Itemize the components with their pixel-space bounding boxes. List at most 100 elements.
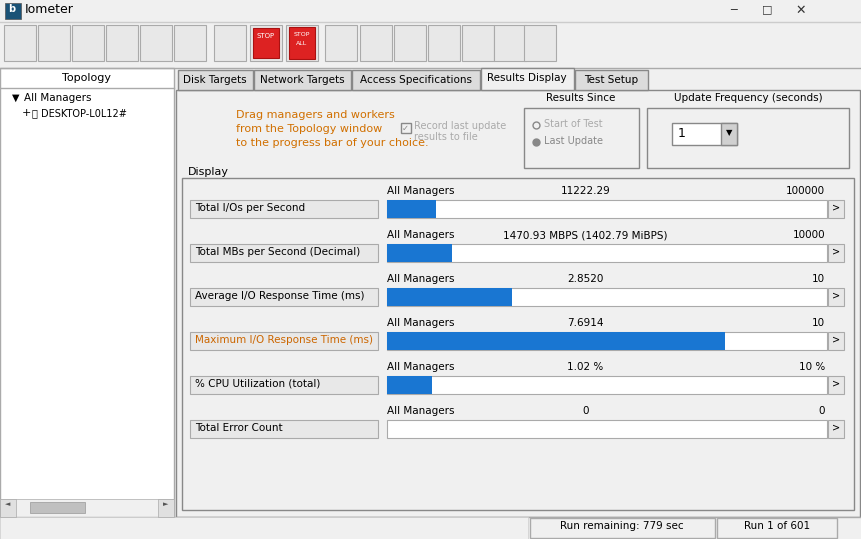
Text: to the progress bar of your choice.: to the progress bar of your choice. <box>236 138 429 148</box>
Text: Run remaining: 779 sec: Run remaining: 779 sec <box>561 521 684 531</box>
Text: Results Since: Results Since <box>547 93 616 103</box>
Text: Total I/Os per Second: Total I/Os per Second <box>195 203 305 213</box>
Bar <box>387 244 452 262</box>
Bar <box>0 517 528 539</box>
Text: +: + <box>22 108 31 118</box>
Bar <box>158 499 174 517</box>
Text: >: > <box>832 423 840 433</box>
Text: 10 %: 10 % <box>799 362 825 372</box>
Text: STOP: STOP <box>294 32 310 37</box>
Bar <box>717 518 837 538</box>
Text: 1.02 %: 1.02 % <box>567 362 604 372</box>
Bar <box>828 420 844 438</box>
Bar <box>140 25 172 61</box>
Text: ▼: ▼ <box>12 93 20 103</box>
Text: 1470.93 MBPS (1402.79 MiBPS): 1470.93 MBPS (1402.79 MiBPS) <box>503 230 667 240</box>
Bar <box>647 108 849 168</box>
Text: >: > <box>832 335 840 345</box>
Bar <box>176 90 860 517</box>
Text: Access Specifications: Access Specifications <box>360 75 472 85</box>
Bar <box>4 25 36 61</box>
Text: Start of Test: Start of Test <box>544 119 603 129</box>
Bar <box>387 332 827 350</box>
Bar <box>250 25 282 61</box>
Text: ▼: ▼ <box>726 128 732 137</box>
Text: 1: 1 <box>678 127 686 140</box>
Text: □: □ <box>762 4 772 14</box>
Bar <box>721 123 737 145</box>
Text: >: > <box>832 379 840 389</box>
Bar <box>253 28 279 58</box>
Bar <box>360 25 392 61</box>
Text: Last Update: Last Update <box>544 136 603 146</box>
Text: Test Setup: Test Setup <box>584 75 638 85</box>
Text: 10: 10 <box>812 274 825 284</box>
Bar <box>0 0 861 22</box>
Text: >: > <box>832 291 840 301</box>
Text: 10: 10 <box>812 318 825 328</box>
Bar <box>0 499 16 517</box>
Text: Display: Display <box>188 167 229 177</box>
Bar <box>828 244 844 262</box>
Text: Disk Targets: Disk Targets <box>183 75 247 85</box>
Text: Average I/O Response Time (ms): Average I/O Response Time (ms) <box>195 291 364 301</box>
Bar <box>462 25 494 61</box>
Bar <box>387 244 827 262</box>
Bar <box>387 420 827 438</box>
Bar <box>0 22 861 68</box>
Text: Run 1 of 601: Run 1 of 601 <box>744 521 810 531</box>
Text: All Managers: All Managers <box>387 230 455 240</box>
Bar <box>387 288 512 306</box>
Bar <box>190 200 378 218</box>
Text: Results Display: Results Display <box>487 73 567 83</box>
Text: from the Topology window: from the Topology window <box>236 124 382 134</box>
Bar <box>387 200 437 218</box>
Bar <box>190 376 378 394</box>
Bar <box>387 332 725 350</box>
Text: STOP: STOP <box>257 33 275 39</box>
Bar <box>30 502 85 513</box>
Bar <box>428 25 460 61</box>
Text: 11222.29: 11222.29 <box>561 186 610 196</box>
Text: ─: ─ <box>730 4 737 14</box>
Text: 10000: 10000 <box>792 230 825 240</box>
Bar <box>72 25 104 61</box>
Text: ►: ► <box>164 501 169 507</box>
Text: Maximum I/O Response Time (ms): Maximum I/O Response Time (ms) <box>195 335 373 345</box>
Bar <box>524 108 639 168</box>
Text: 2.8520: 2.8520 <box>567 274 604 284</box>
Bar <box>289 27 315 59</box>
Bar <box>828 288 844 306</box>
Bar <box>524 25 556 61</box>
Text: Topology: Topology <box>63 73 112 83</box>
Bar <box>387 288 827 306</box>
Text: All Managers: All Managers <box>24 93 91 103</box>
Text: All Managers: All Managers <box>387 186 455 196</box>
Text: Update Frequency (seconds): Update Frequency (seconds) <box>673 93 822 103</box>
Bar <box>0 517 861 539</box>
Bar <box>0 499 174 517</box>
Text: Record last update: Record last update <box>414 121 506 131</box>
Bar <box>38 25 70 61</box>
Text: 0: 0 <box>819 406 825 416</box>
Bar <box>0 68 174 517</box>
Bar <box>828 332 844 350</box>
Bar <box>174 25 206 61</box>
Bar <box>106 25 138 61</box>
Text: Total Error Count: Total Error Count <box>195 423 282 433</box>
Bar <box>387 200 827 218</box>
Text: All Managers: All Managers <box>387 406 455 416</box>
Bar <box>481 68 574 90</box>
Bar <box>190 332 378 350</box>
Bar <box>387 376 827 394</box>
Text: >: > <box>832 203 840 213</box>
Text: 🖥 DESKTOP-L0L12#: 🖥 DESKTOP-L0L12# <box>32 108 127 118</box>
Text: Drag managers and workers: Drag managers and workers <box>236 110 394 120</box>
Bar <box>394 25 426 61</box>
Bar <box>214 25 246 61</box>
Bar <box>672 123 737 145</box>
Bar <box>352 70 480 90</box>
Bar <box>190 420 378 438</box>
Bar <box>254 70 351 90</box>
Bar <box>190 244 378 262</box>
